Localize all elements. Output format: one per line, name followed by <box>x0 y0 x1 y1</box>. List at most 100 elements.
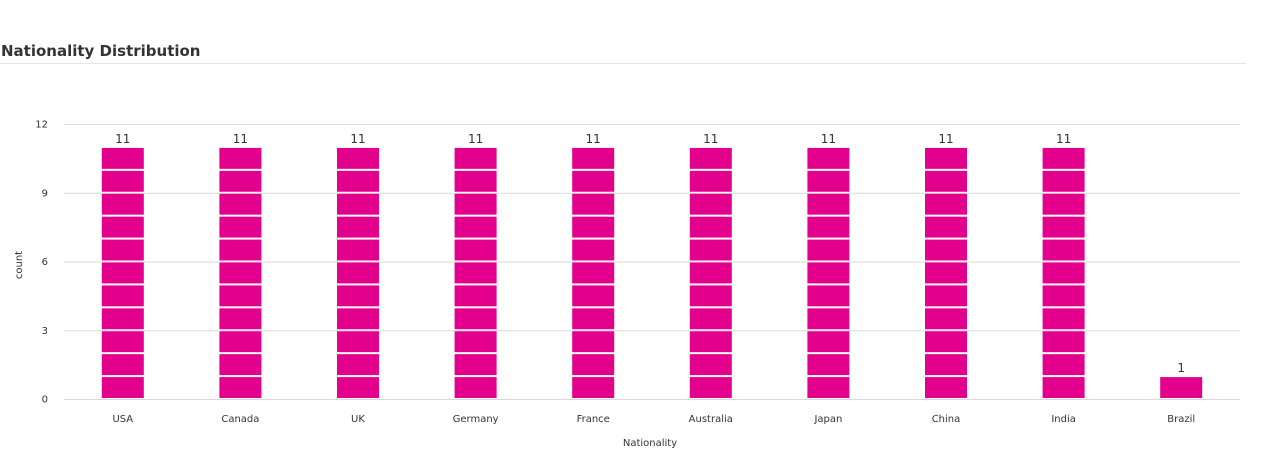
bar-segment[interactable] <box>925 377 967 398</box>
bar-china[interactable] <box>925 147 967 398</box>
bar-brazil[interactable] <box>1160 377 1203 398</box>
bar-segment[interactable] <box>807 331 850 353</box>
bar-segment[interactable] <box>689 147 732 169</box>
bar-segment[interactable] <box>572 331 615 353</box>
bar-segment[interactable] <box>101 193 144 215</box>
bar-segment[interactable] <box>337 331 379 353</box>
bar-segment[interactable] <box>689 193 732 215</box>
bar-segment[interactable] <box>689 170 732 192</box>
bar-segment[interactable] <box>454 170 497 192</box>
bar-segment[interactable] <box>807 377 850 398</box>
bar-segment[interactable] <box>689 331 732 353</box>
bar-segment[interactable] <box>454 308 497 330</box>
bar-segment[interactable] <box>572 170 615 192</box>
bar-segment[interactable] <box>572 239 615 261</box>
bar-segment[interactable] <box>572 193 615 215</box>
bar-segment[interactable] <box>1042 308 1085 330</box>
bar-segment[interactable] <box>101 331 144 353</box>
bar-segment[interactable] <box>337 216 379 238</box>
bar-segment[interactable] <box>101 377 144 398</box>
bar-segment[interactable] <box>337 170 379 192</box>
bar-segment[interactable] <box>572 216 615 238</box>
bar-segment[interactable] <box>454 262 497 284</box>
bar-canada[interactable] <box>219 147 262 398</box>
bar-segment[interactable] <box>219 193 262 215</box>
bar-segment[interactable] <box>925 216 967 238</box>
bar-segment[interactable] <box>572 285 615 307</box>
bar-segment[interactable] <box>219 285 262 307</box>
bar-segment[interactable] <box>689 377 732 398</box>
bar-segment[interactable] <box>807 193 850 215</box>
bar-segment[interactable] <box>689 308 732 330</box>
bar-segment[interactable] <box>101 285 144 307</box>
bar-segment[interactable] <box>101 170 144 192</box>
bar-segment[interactable] <box>1042 216 1085 238</box>
bar-segment[interactable] <box>454 216 497 238</box>
bar-france[interactable] <box>572 147 615 398</box>
bar-segment[interactable] <box>807 239 850 261</box>
bar-usa[interactable] <box>101 147 144 398</box>
bar-segment[interactable] <box>572 147 615 169</box>
bar-segment[interactable] <box>101 239 144 261</box>
bar-segment[interactable] <box>101 262 144 284</box>
bar-segment[interactable] <box>1042 285 1085 307</box>
bar-segment[interactable] <box>337 147 379 169</box>
bar-segment[interactable] <box>1042 262 1085 284</box>
bar-segment[interactable] <box>219 308 262 330</box>
bar-segment[interactable] <box>219 216 262 238</box>
bar-segment[interactable] <box>1042 377 1085 398</box>
bar-segment[interactable] <box>925 262 967 284</box>
bar-segment[interactable] <box>807 170 850 192</box>
bar-segment[interactable] <box>807 262 850 284</box>
bar-segment[interactable] <box>807 354 850 376</box>
bar-segment[interactable] <box>1042 193 1085 215</box>
bar-segment[interactable] <box>1042 147 1085 169</box>
bar-segment[interactable] <box>219 262 262 284</box>
bar-segment[interactable] <box>337 262 379 284</box>
bar-segment[interactable] <box>689 216 732 238</box>
bar-segment[interactable] <box>454 147 497 169</box>
bar-segment[interactable] <box>572 262 615 284</box>
bar-india[interactable] <box>1042 147 1085 398</box>
bar-segment[interactable] <box>337 377 379 398</box>
bar-segment[interactable] <box>689 239 732 261</box>
bar-segment[interactable] <box>1042 331 1085 353</box>
bar-segment[interactable] <box>1042 170 1085 192</box>
bar-segment[interactable] <box>807 308 850 330</box>
bar-segment[interactable] <box>689 262 732 284</box>
bar-segment[interactable] <box>925 354 967 376</box>
bar-segment[interactable] <box>337 308 379 330</box>
bar-segment[interactable] <box>572 377 615 398</box>
bar-segment[interactable] <box>101 147 144 169</box>
bar-segment[interactable] <box>101 354 144 376</box>
bar-segment[interactable] <box>219 170 262 192</box>
bar-segment[interactable] <box>925 170 967 192</box>
bar-segment[interactable] <box>219 354 262 376</box>
bar-segment[interactable] <box>925 193 967 215</box>
bar-segment[interactable] <box>454 239 497 261</box>
bar-segment[interactable] <box>101 216 144 238</box>
bar-segment[interactable] <box>572 308 615 330</box>
bar-segment[interactable] <box>1160 377 1203 398</box>
bar-japan[interactable] <box>807 147 850 398</box>
bar-uk[interactable] <box>337 147 379 398</box>
bar-segment[interactable] <box>925 147 967 169</box>
bar-segment[interactable] <box>807 216 850 238</box>
bar-segment[interactable] <box>807 147 850 169</box>
bar-segment[interactable] <box>454 193 497 215</box>
bar-segment[interactable] <box>337 239 379 261</box>
bar-segment[interactable] <box>1042 354 1085 376</box>
bar-segment[interactable] <box>101 308 144 330</box>
bar-segment[interactable] <box>925 285 967 307</box>
bar-segment[interactable] <box>454 377 497 398</box>
bar-segment[interactable] <box>689 285 732 307</box>
bar-segment[interactable] <box>925 331 967 353</box>
bar-segment[interactable] <box>219 377 262 398</box>
bar-segment[interactable] <box>807 285 850 307</box>
bar-segment[interactable] <box>219 331 262 353</box>
bar-segment[interactable] <box>454 354 497 376</box>
bar-segment[interactable] <box>337 193 379 215</box>
bar-germany[interactable] <box>454 147 497 398</box>
bar-segment[interactable] <box>337 354 379 376</box>
bar-segment[interactable] <box>454 285 497 307</box>
